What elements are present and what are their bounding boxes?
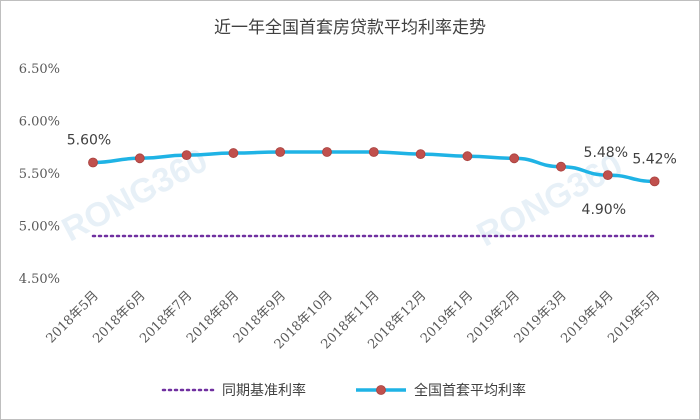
legend: 同期基准利率 全国首套平均利率 [161, 382, 526, 399]
data-point-marker [228, 148, 239, 158]
y-tick-label: 6.00% [19, 115, 60, 130]
series-group [88, 147, 660, 238]
data-point-marker [462, 151, 473, 162]
data-point-marker [415, 149, 426, 160]
legend-label-benchmark: 同期基准利率 [222, 382, 306, 399]
y-tick-label: 5.50% [19, 167, 60, 182]
chart-title: 近一年全国首套房贷款平均利率走势 [214, 18, 486, 38]
data-labels: 5.60% 5.48% 5.42% 4.90% [67, 133, 677, 219]
data-point-marker [181, 150, 192, 161]
data-label: 5.42% [632, 151, 676, 167]
data-label: 5.48% [584, 145, 628, 161]
data-point-marker [368, 147, 379, 157]
data-point-marker [134, 153, 145, 164]
y-tick-label: 5.00% [19, 220, 60, 235]
data-point-marker [322, 147, 332, 157]
data-label: 5.60% [67, 133, 111, 149]
watermark-text: RONG360 [471, 146, 629, 254]
data-point-marker [649, 176, 660, 187]
data-point-marker [602, 170, 613, 181]
data-label: 4.90% [582, 202, 626, 218]
data-point-marker [509, 153, 520, 164]
data-point-marker [275, 147, 286, 157]
data-point-marker [556, 161, 566, 172]
legend-marker-average [376, 385, 386, 395]
x-axis: 2018年5月2018年6月2018年7月2018年8月2018年9月2018年… [44, 288, 664, 352]
y-tick-label: 6.50% [19, 62, 60, 77]
y-tick-label: 4.50% [19, 272, 60, 287]
data-point-marker [88, 157, 98, 168]
y-axis: 6.50% 6.00% 5.50% 5.00% 4.50% [19, 62, 60, 287]
legend-label-average: 全国首套平均利率 [414, 382, 526, 399]
